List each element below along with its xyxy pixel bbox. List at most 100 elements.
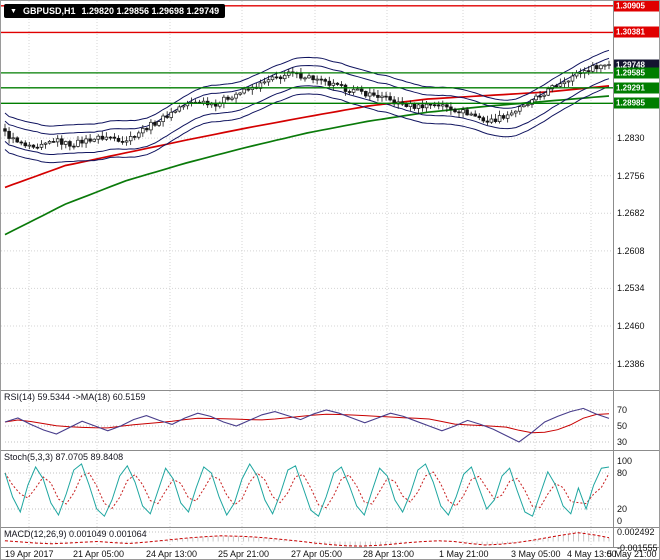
candle-body [161, 115, 165, 122]
candle-body [311, 75, 315, 81]
candle-body [92, 138, 96, 142]
candle-body [165, 115, 169, 118]
rsi-tick-label: 70 [617, 405, 628, 415]
candle-body [339, 84, 344, 86]
macd-tick-label: -0.001555 [617, 542, 658, 553]
candle-body [108, 136, 113, 139]
price-axis-divider [613, 1, 614, 548]
stoch-indicator-label: Stoch(5,3,3) 87.0705 89.8408 [4, 452, 124, 462]
candle-body [599, 64, 603, 70]
time-axis-label: 25 Apr 21:00 [218, 549, 270, 559]
candle-body [137, 132, 141, 138]
candle-body [595, 65, 599, 70]
macd-indicator-label: MACD(12,26,9) 0.001049 0.001064 [4, 529, 147, 539]
candle-body [412, 103, 417, 109]
candle-body [509, 112, 514, 116]
ma-fast-line [4, 84, 610, 189]
candle-body [157, 121, 161, 126]
support-price-badge: 1.29585 [614, 67, 659, 79]
candle-body [282, 74, 287, 80]
panel-separator-stoch-macd[interactable] [1, 527, 659, 528]
price-tick-label: 1.2756 [617, 170, 645, 181]
time-axis-label: 5 May 21:00 [607, 549, 657, 559]
candle-body [465, 109, 469, 116]
candle-body [388, 96, 392, 101]
time-axis-label: 4 May 13:00 [567, 549, 617, 559]
rsi-tick-label: 50 [617, 421, 628, 431]
candle-body [226, 96, 230, 100]
symbol-timeframe-label: GBPUSD,H1 [22, 6, 76, 16]
price-tick-label: 1.2830 [617, 133, 645, 144]
panel-separator-rsi-stoch[interactable] [1, 450, 659, 451]
candle-body [177, 106, 182, 112]
candle-body [526, 104, 530, 106]
candle-body [485, 120, 490, 123]
candle-body [384, 95, 388, 98]
rsi-tick-label: 30 [617, 437, 628, 447]
candle-body [169, 111, 173, 118]
candle-body [315, 78, 319, 81]
candle-body [266, 79, 271, 83]
candle-body [481, 117, 486, 122]
candle-body [39, 143, 44, 148]
candle-body [246, 88, 250, 91]
stoch-tick-label: 0 [617, 516, 623, 526]
candle-body [84, 138, 88, 144]
candle-body [432, 104, 437, 107]
candle-body [11, 137, 15, 140]
candle-body [518, 106, 522, 112]
time-axis[interactable]: 19 Apr 2017 21 Apr 05:00 24 Apr 13:00 25 Ap… [1, 548, 659, 559]
rsi-ma-line [4, 413, 610, 434]
candle-body [424, 103, 429, 109]
symbol-selector-badge[interactable]: ▼ GBPUSD,H1 1.29820 1.29856 1.29698 1.29… [4, 4, 226, 18]
macd-signal-line [4, 532, 610, 547]
ohlc-readout: 1.29820 1.29856 1.29698 1.29749 [81, 6, 220, 16]
candle-body [132, 136, 137, 138]
candle-body [534, 95, 538, 101]
stoch-tick-label: 20 [617, 504, 628, 514]
candle-body [303, 77, 307, 80]
panel-separator-macd-timeline[interactable] [1, 547, 659, 548]
time-axis-label: 27 Apr 05:00 [291, 549, 343, 559]
time-axis-label: 19 Apr 2017 [5, 549, 54, 559]
candle-body [47, 141, 52, 144]
candle-body [96, 135, 100, 140]
candle-body [104, 136, 109, 140]
candle-body [449, 106, 453, 110]
candle-body [258, 82, 263, 89]
price-tick-label: 1.2682 [617, 208, 645, 219]
candle-body [120, 141, 125, 143]
time-axis-label: 28 Apr 13:00 [363, 549, 415, 559]
candle-body [522, 104, 526, 108]
stoch-tick-label: 80 [617, 468, 628, 478]
candle-body [570, 75, 575, 82]
candle-body [60, 138, 64, 145]
stoch-signal-line [4, 471, 610, 510]
candle-body [497, 115, 502, 122]
candle-body [372, 92, 376, 96]
candle-body [586, 70, 591, 72]
panel-separator-main-rsi[interactable] [1, 390, 659, 391]
support-price-badge: 1.29291 [614, 82, 659, 94]
candle-body [347, 91, 352, 93]
candle-body [376, 94, 380, 98]
candle-body [359, 88, 364, 92]
candle-body [35, 146, 40, 149]
candle-body [558, 83, 563, 87]
candle-body [112, 136, 117, 139]
candle-body [380, 95, 384, 98]
candle-body [473, 113, 477, 117]
candle-body [234, 93, 238, 99]
candle-body [222, 96, 226, 104]
candle-body [416, 104, 421, 109]
candle-body [55, 138, 60, 143]
candle-body [453, 109, 457, 113]
candle-body [603, 64, 607, 67]
candle-body [364, 91, 368, 97]
candle-body [230, 97, 234, 100]
macd-tick-label: 0.002492 [617, 527, 655, 537]
candle-body [477, 115, 482, 119]
candle-body [436, 104, 441, 107]
